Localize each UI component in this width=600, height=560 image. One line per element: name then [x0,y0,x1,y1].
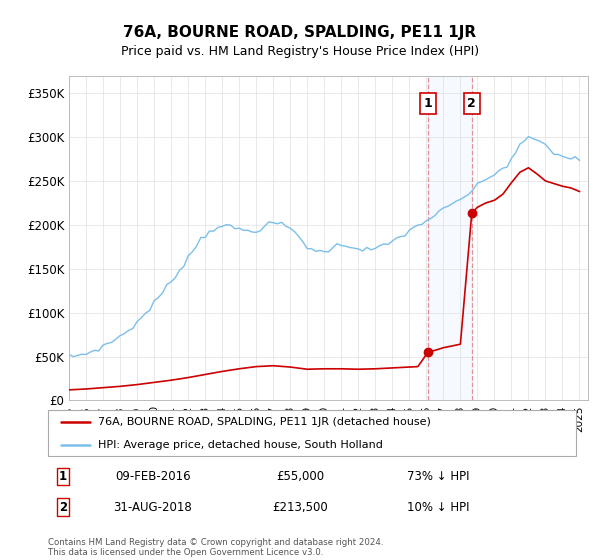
FancyBboxPatch shape [48,410,576,456]
Text: Price paid vs. HM Land Registry's House Price Index (HPI): Price paid vs. HM Land Registry's House … [121,45,479,58]
Text: HPI: Average price, detached house, South Holland: HPI: Average price, detached house, Sout… [98,440,383,450]
Text: 10% ↓ HPI: 10% ↓ HPI [407,501,469,514]
Text: 76A, BOURNE ROAD, SPALDING, PE11 1JR (detached house): 76A, BOURNE ROAD, SPALDING, PE11 1JR (de… [98,417,431,427]
Text: 09-FEB-2016: 09-FEB-2016 [115,470,191,483]
Text: £55,000: £55,000 [276,470,324,483]
Text: 76A, BOURNE ROAD, SPALDING, PE11 1JR: 76A, BOURNE ROAD, SPALDING, PE11 1JR [124,25,476,40]
Text: 1: 1 [424,97,433,110]
Text: Contains HM Land Registry data © Crown copyright and database right 2024.
This d: Contains HM Land Registry data © Crown c… [48,538,383,557]
Text: 1: 1 [59,470,67,483]
Text: £213,500: £213,500 [272,501,328,514]
Text: 73% ↓ HPI: 73% ↓ HPI [407,470,469,483]
Bar [428,76,472,400]
Text: 2: 2 [467,97,476,110]
Text: 31-AUG-2018: 31-AUG-2018 [113,501,193,514]
Text: 2: 2 [59,501,67,514]
